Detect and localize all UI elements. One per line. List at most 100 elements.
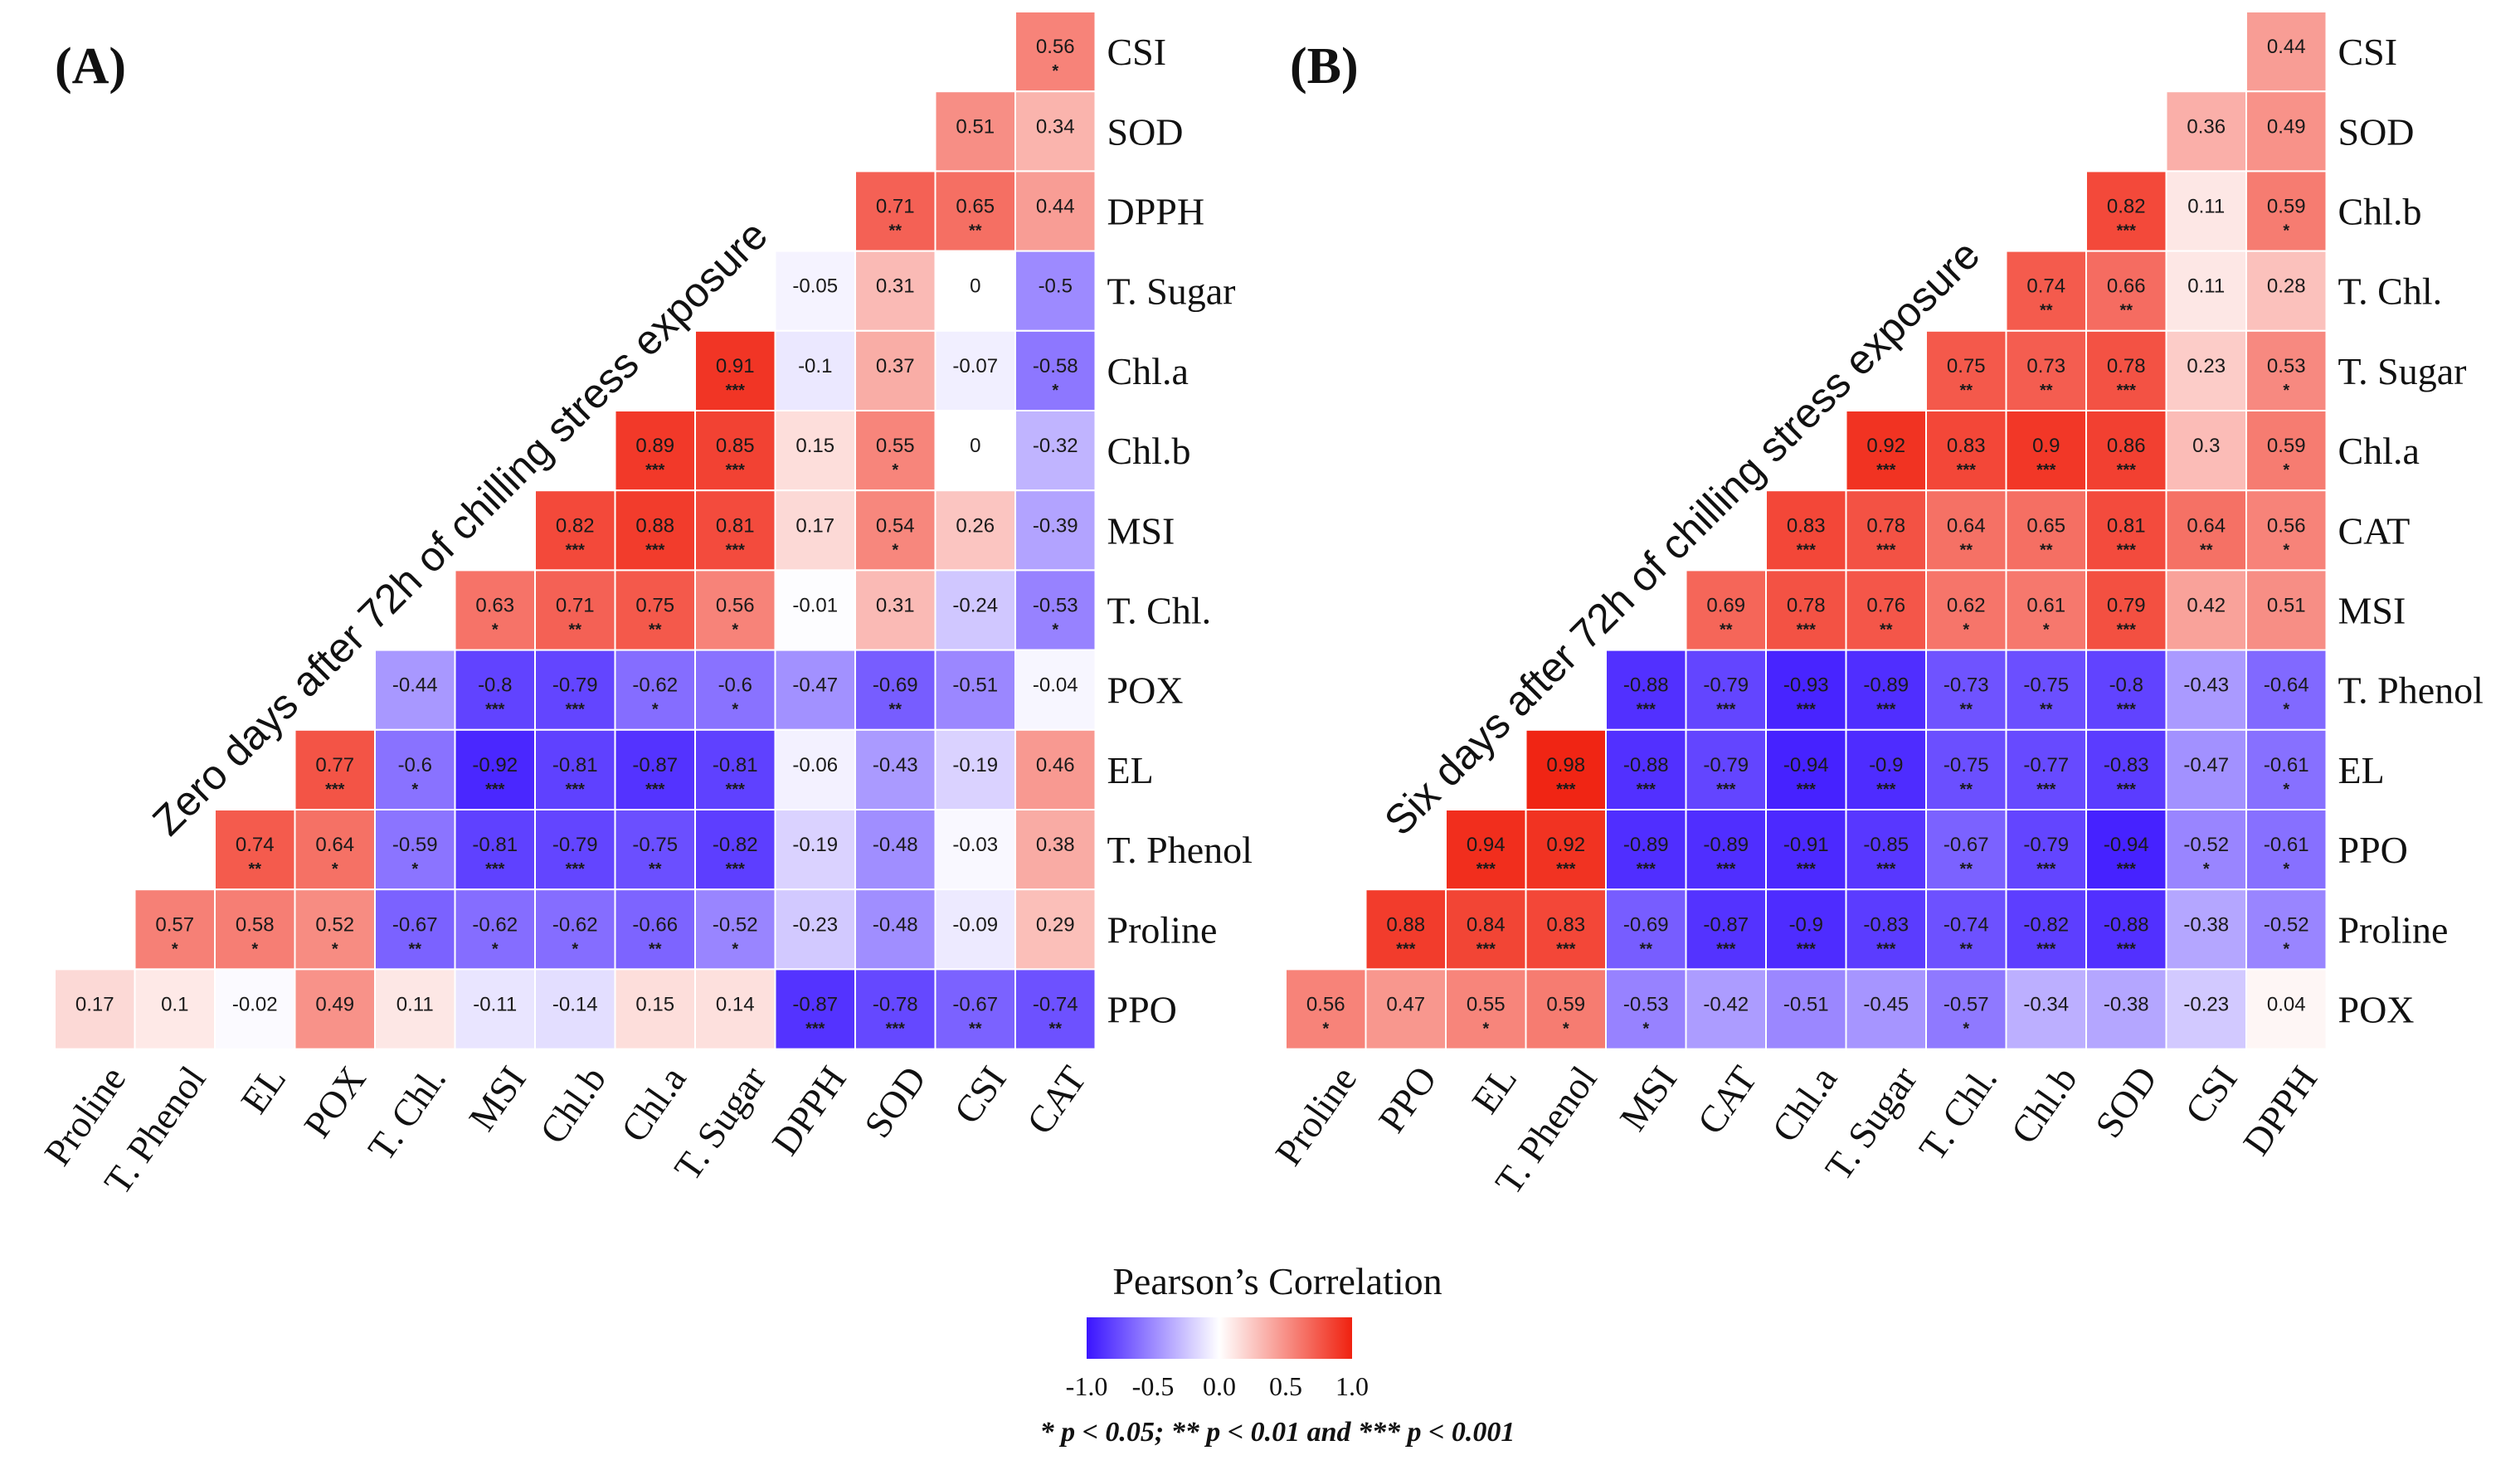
cell-fill: [1845, 569, 1927, 651]
cell-fill: [1685, 888, 1767, 971]
cell-value-label: 0.11: [396, 994, 434, 1016]
cell-significance-label: ***: [886, 1020, 906, 1039]
heatmap-cell: -0.61 *: [2245, 809, 2328, 891]
cell-fill: [774, 410, 856, 492]
cell-significance-label: ***: [726, 382, 746, 400]
cell-fill: [454, 569, 536, 651]
legend-tick-label: -0.5: [1132, 1371, 1175, 1401]
row-labels-a: CSI SOD DPPH T. Sugar Chl.a Chl.b MSI T. Chl. PO…: [1107, 31, 1253, 1030]
heatmap-cell: -0.79 ***: [1685, 649, 1767, 731]
heatmap-cell: -0.1: [774, 329, 856, 411]
heatmap-cell: 0.17: [774, 489, 856, 572]
cell-value-label: -0.23: [2183, 994, 2229, 1016]
cell-fill: [1285, 968, 1367, 1050]
cell-value-label: -0.04: [1033, 674, 1078, 697]
cell-value-label: -0.94: [2104, 834, 2149, 856]
cell-value-label: 0.15: [795, 435, 834, 457]
row-label: Proline: [1107, 908, 1218, 951]
cell-fill: [454, 728, 536, 810]
heatmap-cell: -0.79 ***: [1685, 728, 1767, 810]
row-label: MSI: [1107, 509, 1175, 552]
cell-value-label: -0.05: [792, 275, 838, 298]
cell-value-label: -0.89: [1623, 834, 1669, 856]
cell-fill: [1845, 410, 1927, 492]
cell-significance-label: **: [248, 860, 261, 879]
cell-fill: [1445, 968, 1527, 1050]
cell-value-label: 0.11: [2187, 196, 2225, 218]
heatmap-cell: 0.3: [2165, 410, 2247, 492]
heatmap-cell: 0.54 *: [854, 489, 936, 572]
cell-fill: [1765, 888, 1847, 971]
heatmap-cell: 0.1: [134, 968, 216, 1050]
cell-value-label: -0.79: [1703, 674, 1749, 697]
cell-value-label: -0.59: [392, 834, 438, 856]
heatmap-cell: -0.92 ***: [454, 728, 536, 810]
cell-value-label: 0.9: [2032, 435, 2060, 457]
cell-fill: [374, 968, 456, 1050]
cell-significance-label: *: [492, 940, 499, 958]
cell-significance-label: *: [2283, 940, 2289, 958]
cell-significance-label: ***: [2036, 461, 2056, 479]
legend-ticks: -1.0 -0.5 0.0 0.5 1.0: [1066, 1371, 1369, 1401]
cell-fill: [2165, 569, 2247, 651]
cell-value-label: -0.87: [1703, 913, 1749, 936]
heatmap-cell: -0.62 *: [534, 888, 616, 971]
heatmap-cell: 0.88 ***: [614, 489, 696, 572]
cell-value-label: -0.79: [552, 834, 598, 856]
cell-significance-label: **: [649, 860, 662, 879]
cell-value-label: -0.42: [1703, 994, 1749, 1016]
cell-value-label: -0.79: [1703, 754, 1749, 776]
cell-significance-label: *: [172, 940, 178, 958]
cell-value-label: 0.51: [2267, 595, 2306, 617]
heatmap-cell: -0.87 ***: [614, 728, 696, 810]
column-label: CAT: [1019, 1059, 1095, 1141]
cell-value-label: 0: [970, 435, 980, 457]
cell-fill: [854, 250, 936, 332]
heatmap-cell: 0.75 **: [614, 569, 696, 651]
heatmap-cell: 0.36: [2165, 90, 2247, 173]
cell-significance-label: *: [332, 860, 338, 879]
cell-significance-label: *: [2283, 781, 2289, 799]
cell-fill: [614, 888, 696, 971]
row-label: SOD: [2338, 110, 2415, 153]
heatmap-cell: -0.9 ***: [1845, 728, 1927, 810]
cell-value-label: 0.38: [1036, 834, 1075, 856]
heatmap-cell: 0.51: [2245, 569, 2328, 651]
cell-value-label: 0.17: [795, 514, 834, 537]
cell-fill: [2005, 649, 2087, 731]
cell-fill: [2165, 489, 2247, 572]
cell-significance-label: **: [1880, 621, 1893, 640]
heatmap-cell: -0.47: [774, 649, 856, 731]
cell-fill: [774, 888, 856, 971]
heatmap-cell: -0.67 **: [374, 888, 456, 971]
cell-value-label: 0.61: [2026, 595, 2065, 617]
cell-fill: [534, 968, 616, 1050]
cell-fill: [1605, 968, 1687, 1050]
cell-fill: [1014, 809, 1097, 891]
cell-value-label: 0.76: [1866, 595, 1905, 617]
cell-value-label: 0.26: [956, 514, 995, 537]
cell-fill: [534, 728, 616, 810]
panel-label-b: (B): [1290, 38, 1359, 95]
cell-value-label: -0.52: [2183, 834, 2229, 856]
cell-fill: [1845, 649, 1927, 731]
cell-significance-label: *: [1482, 1020, 1489, 1039]
cell-value-label: 0.65: [2026, 514, 2065, 537]
cell-value-label: -0.23: [792, 913, 838, 936]
cell-significance-label: *: [2203, 860, 2210, 879]
cell-value-label: 0.71: [556, 595, 595, 617]
cell-significance-label: ***: [726, 781, 746, 799]
heatmap-cell: -0.79 ***: [2005, 809, 2087, 891]
cell-significance-label: *: [1052, 621, 1058, 640]
cell-significance-label: *: [2283, 541, 2289, 559]
cell-value-label: 0.85: [716, 435, 755, 457]
heatmap-cell: -0.48: [854, 809, 936, 891]
cell-significance-label: ***: [1957, 461, 1977, 479]
cell-significance-label: ***: [1716, 781, 1736, 799]
cell-value-label: 0.75: [635, 595, 674, 617]
heatmap-cell: -0.52 *: [2165, 809, 2247, 891]
row-label: Chl.b: [1107, 430, 1191, 472]
cell-fill: [1605, 888, 1687, 971]
cell-value-label: 0.74: [2026, 275, 2065, 298]
cell-value-label: -0.6: [398, 754, 432, 776]
